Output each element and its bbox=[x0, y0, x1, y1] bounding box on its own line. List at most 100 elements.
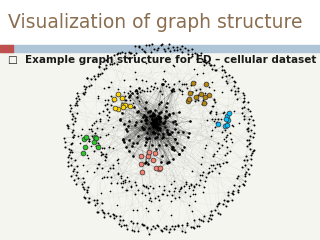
Point bbox=[150, 120, 155, 123]
Point bbox=[161, 69, 166, 73]
Point bbox=[77, 141, 83, 145]
Point bbox=[153, 196, 158, 200]
Point bbox=[74, 170, 79, 174]
Point bbox=[167, 230, 172, 234]
Point bbox=[166, 85, 172, 89]
Point bbox=[128, 219, 133, 223]
Point bbox=[231, 183, 236, 187]
Point bbox=[176, 87, 181, 91]
Point bbox=[241, 105, 246, 109]
Point bbox=[95, 141, 100, 144]
Point bbox=[208, 163, 213, 167]
Point bbox=[166, 82, 171, 86]
Point bbox=[211, 97, 216, 101]
Point bbox=[187, 131, 192, 135]
Point bbox=[62, 145, 67, 149]
Point bbox=[143, 140, 148, 144]
Point bbox=[144, 131, 149, 135]
Point bbox=[146, 162, 151, 166]
Point bbox=[81, 195, 86, 199]
Point bbox=[157, 90, 162, 93]
Point bbox=[149, 50, 154, 54]
Point bbox=[172, 48, 177, 52]
Point bbox=[183, 230, 188, 234]
Point bbox=[125, 56, 131, 60]
Point bbox=[169, 213, 174, 217]
Point bbox=[145, 87, 150, 90]
Point bbox=[222, 128, 228, 132]
Point bbox=[225, 193, 230, 197]
Point bbox=[115, 157, 120, 161]
Point bbox=[97, 143, 102, 147]
Point bbox=[155, 125, 160, 129]
Point bbox=[72, 120, 77, 123]
Point bbox=[89, 83, 94, 87]
Point bbox=[119, 111, 124, 114]
Point bbox=[184, 180, 189, 184]
Point bbox=[149, 117, 154, 121]
Point bbox=[246, 101, 251, 104]
Point bbox=[88, 77, 93, 80]
Point bbox=[96, 145, 101, 149]
Point bbox=[143, 106, 148, 110]
Point bbox=[107, 145, 112, 149]
Point bbox=[180, 223, 185, 227]
Point bbox=[92, 198, 97, 202]
Point bbox=[153, 122, 158, 126]
Point bbox=[225, 123, 230, 127]
Point bbox=[177, 79, 182, 83]
Point bbox=[83, 87, 88, 90]
Point bbox=[199, 155, 204, 159]
Point bbox=[95, 94, 100, 98]
Point bbox=[221, 68, 226, 72]
Point bbox=[123, 223, 128, 227]
Point bbox=[222, 110, 227, 114]
Point bbox=[245, 130, 250, 133]
Point bbox=[192, 199, 197, 203]
Point bbox=[196, 98, 201, 102]
Point bbox=[97, 65, 102, 69]
Point bbox=[163, 49, 168, 53]
Point bbox=[150, 121, 155, 125]
Point bbox=[157, 120, 162, 123]
Point bbox=[184, 223, 189, 227]
Point bbox=[146, 43, 151, 47]
Point bbox=[159, 192, 164, 196]
Point bbox=[120, 138, 125, 142]
Point bbox=[133, 120, 139, 124]
Point bbox=[178, 185, 183, 189]
Point bbox=[129, 51, 134, 55]
Point bbox=[197, 217, 202, 221]
Point bbox=[140, 125, 145, 129]
Point bbox=[216, 171, 221, 174]
Point bbox=[69, 106, 74, 110]
Point bbox=[134, 208, 139, 212]
Point bbox=[121, 122, 126, 126]
Point bbox=[218, 212, 223, 216]
Point bbox=[153, 136, 158, 139]
Point bbox=[105, 98, 110, 102]
Point bbox=[207, 93, 212, 97]
Point bbox=[247, 117, 252, 121]
Point bbox=[118, 176, 123, 180]
Point bbox=[154, 119, 159, 122]
Point bbox=[152, 122, 157, 126]
Point bbox=[102, 212, 107, 216]
Point bbox=[109, 62, 115, 66]
Point bbox=[190, 192, 195, 196]
Point bbox=[201, 214, 206, 218]
Point bbox=[153, 120, 158, 124]
Point bbox=[240, 165, 245, 169]
Point bbox=[100, 146, 105, 150]
Point bbox=[186, 203, 191, 206]
Point bbox=[153, 121, 158, 125]
Point bbox=[135, 89, 140, 93]
Point bbox=[198, 92, 204, 96]
Point bbox=[196, 183, 202, 187]
Point bbox=[100, 152, 105, 156]
Point bbox=[154, 48, 159, 51]
Point bbox=[74, 99, 79, 103]
Point bbox=[195, 93, 200, 97]
Point bbox=[153, 125, 158, 129]
Point bbox=[206, 61, 212, 65]
